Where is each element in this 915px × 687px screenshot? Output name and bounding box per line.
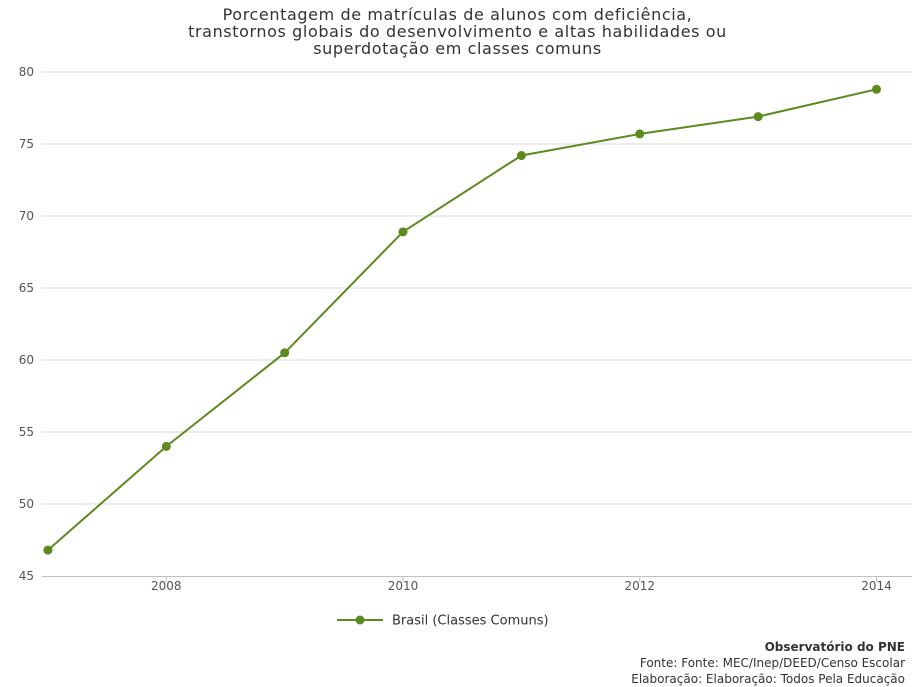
- data-point[interactable]: [398, 227, 408, 237]
- chart-title-line-2: transtornos globais do desenvolvimento e…: [188, 22, 727, 41]
- y-tick-label: 80: [19, 65, 34, 79]
- y-tick-label: 45: [19, 569, 34, 583]
- series-line: [47, 88, 877, 551]
- legend[interactable]: Brasil (Classes Comuns): [337, 614, 549, 629]
- credits-elaboration: Elaboração: Elaboração: Todos Pela Educa…: [631, 672, 905, 686]
- x-tick-label: 2012: [624, 579, 655, 593]
- credits: Observatório do PNE Fonte: Fonte: MEC/In…: [631, 639, 905, 687]
- chart-title-line-3: superdotação em classes comuns: [313, 39, 602, 58]
- gridlines: [42, 71, 912, 505]
- credits-source: Fonte: Fonte: MEC/Inep/DEED/Censo Escola…: [639, 656, 905, 670]
- credits-organization: Observatório do PNE: [764, 640, 905, 654]
- y-tick-label: 70: [19, 209, 34, 223]
- y-tick-label: 60: [19, 353, 34, 367]
- chart-title-line-1: Porcentagem de matrículas de alunos com …: [222, 5, 693, 24]
- x-tick-label: 2010: [388, 579, 419, 593]
- data-point[interactable]: [280, 348, 290, 358]
- y-tick-label: 55: [19, 425, 34, 439]
- data-point[interactable]: [635, 129, 645, 139]
- y-tick-label: 50: [19, 497, 34, 511]
- series-layer: [43, 84, 881, 555]
- y-tick-label: 75: [19, 137, 34, 151]
- legend-label: Brasil (Classes Comuns): [392, 614, 549, 629]
- x-tick-label: 2008: [151, 579, 182, 593]
- axes: 45 50 55 60 65 70 75 80 2008 2010 2012 2014: [19, 65, 912, 593]
- data-point[interactable]: [871, 84, 881, 94]
- data-point[interactable]: [43, 545, 53, 555]
- data-point[interactable]: [516, 151, 526, 161]
- y-tick-label: 65: [19, 281, 34, 295]
- data-point[interactable]: [753, 112, 763, 122]
- chart-title: Porcentagem de matrículas de alunos com …: [0, 6, 915, 57]
- x-tick-label: 2014: [861, 579, 892, 593]
- data-point[interactable]: [161, 441, 171, 451]
- legend-marker: [355, 615, 365, 625]
